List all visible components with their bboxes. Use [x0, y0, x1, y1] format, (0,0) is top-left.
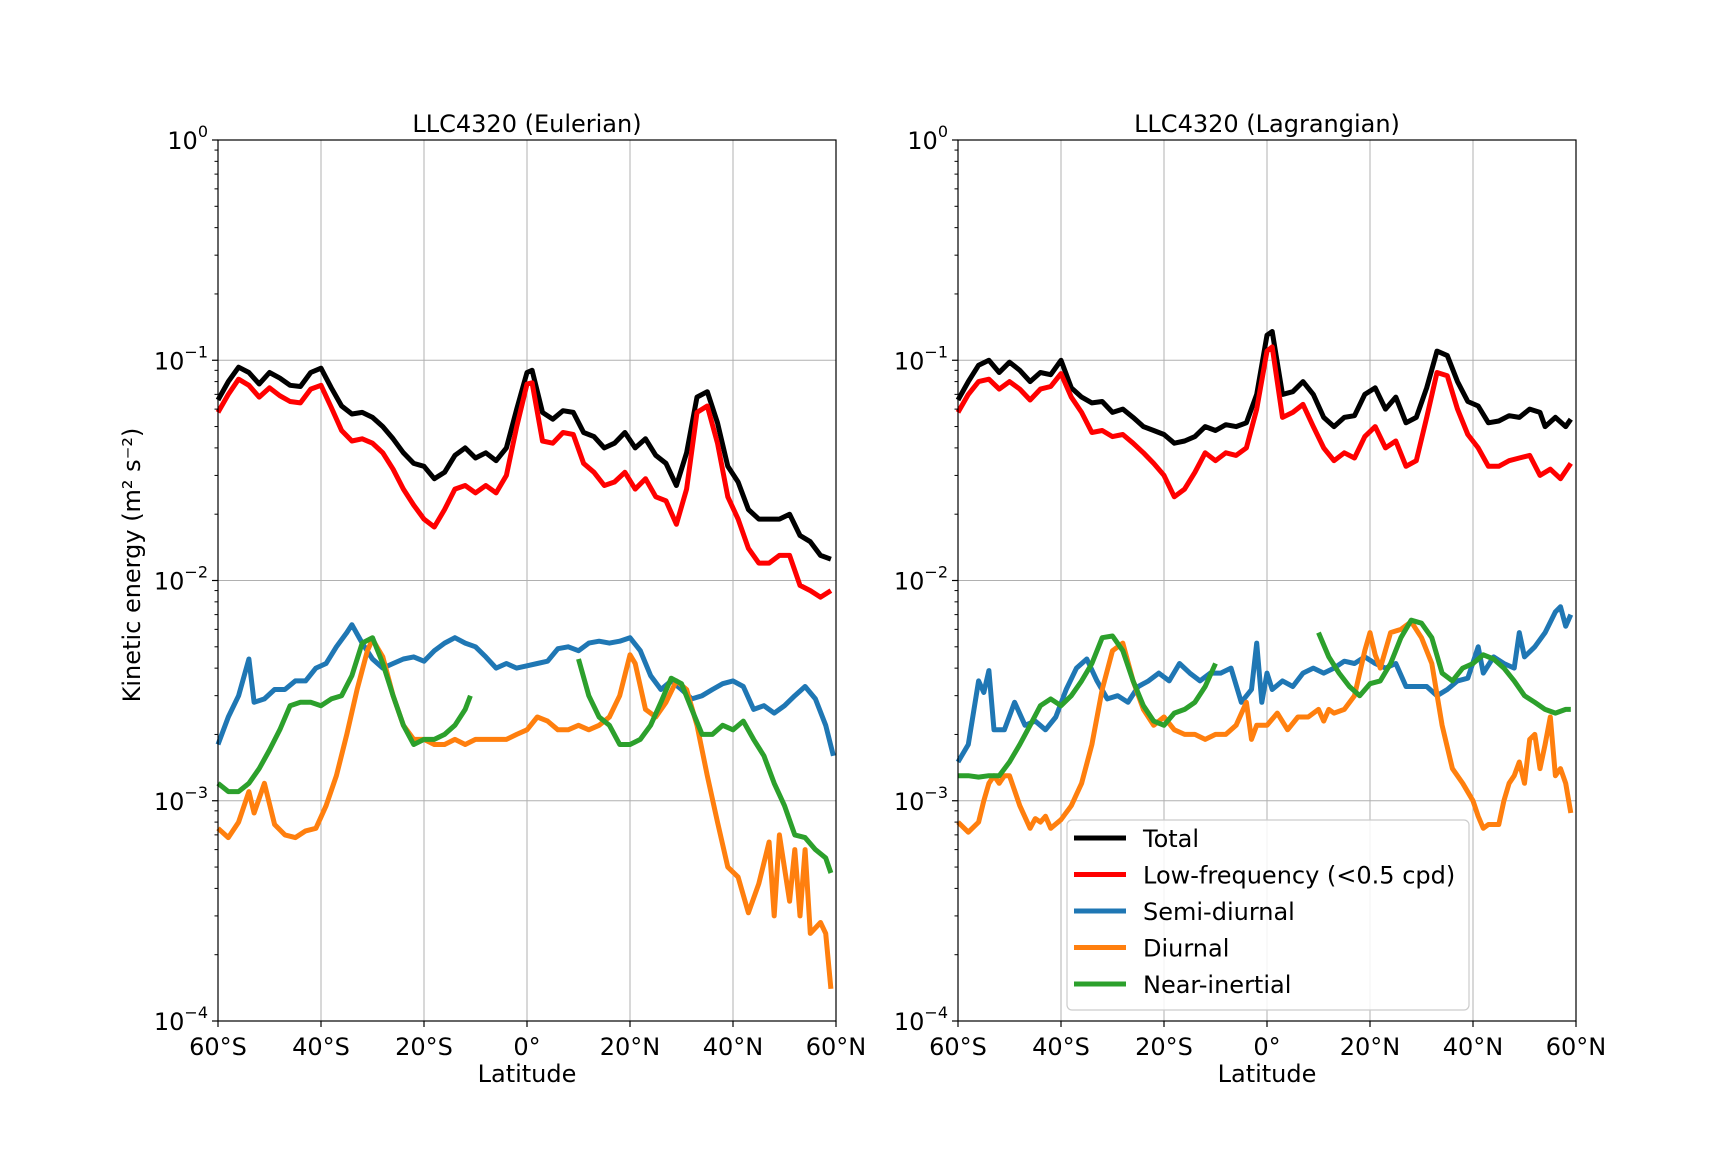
series-line-low-frequency-0-5-cpd: [955, 344, 1573, 500]
y-tick-base: 10: [907, 127, 938, 155]
x-tick-label: 0°: [513, 1033, 540, 1061]
y-tick-base: 10: [154, 1008, 185, 1036]
legend-item-total: Total: [1074, 825, 1199, 853]
y-tick-exponent: 0: [198, 122, 208, 141]
x-tick-label: 0°: [1253, 1033, 1280, 1061]
series-line-total: [955, 329, 1573, 446]
y-tick-base: 10: [894, 568, 925, 596]
legend-item-diurnal: Diurnal: [1074, 935, 1229, 963]
legend-item-near-inertial: Near-inertial: [1074, 971, 1291, 999]
series-group: [955, 329, 1574, 835]
legend-label: Low-frequency (<0.5 cpd): [1143, 862, 1455, 890]
legend-label: Semi-diurnal: [1143, 898, 1295, 926]
y-tick-exponent: −2: [184, 563, 208, 582]
series-line-semi-diurnal: [215, 622, 836, 757]
panel-title: LLC4320 (Eulerian): [412, 110, 641, 138]
y-tick-label: 10−3: [894, 783, 948, 816]
x-tick-label: 60°N: [1546, 1033, 1607, 1061]
legend-item-low-frequency-0-5-cpd: Low-frequency (<0.5 cpd): [1074, 862, 1455, 890]
y-tick-exponent: −3: [184, 783, 208, 802]
y-tick-base: 10: [894, 788, 925, 816]
y-tick-label: 10−2: [894, 563, 948, 596]
y-tick-label: 100: [167, 122, 208, 155]
series-line-near-inertial: [1316, 617, 1571, 716]
legend-box: [1066, 819, 1470, 1011]
y-tick-base: 10: [154, 347, 185, 375]
y-tick-exponent: −4: [184, 1003, 208, 1022]
y-tick-exponent: −1: [184, 342, 208, 361]
y-tick-exponent: 0: [938, 122, 948, 141]
series-line-near-inertial: [958, 633, 1218, 780]
panel-lagrangian: 60°S 40°S 20°S 0° 20°N 40°N 60°N10−410−310−210…: [894, 110, 1606, 1088]
series-line-near-inertial: [576, 658, 834, 874]
y-tick-exponent: −3: [924, 783, 948, 802]
y-tick-label: 10−4: [154, 1003, 208, 1036]
y-tick-exponent: −2: [924, 563, 948, 582]
x-tick-label: 60°N: [806, 1033, 867, 1061]
y-tick-label: 10−3: [154, 783, 208, 816]
x-tick-label: 20°N: [1340, 1033, 1401, 1061]
series-line-diurnal: [956, 619, 1574, 835]
x-tick-label: 20°S: [395, 1033, 453, 1061]
series-group: [215, 364, 836, 990]
y-tick-base: 10: [154, 568, 185, 596]
y-tick-label: 100: [907, 122, 948, 155]
panel-eulerian: 60°S 40°S 20°S 0° 20°N 40°N 60°N10−410−310−210…: [154, 110, 866, 1088]
legend-label: Near-inertial: [1143, 971, 1291, 999]
x-tick-label: 40°S: [1032, 1033, 1090, 1061]
legend-label: Diurnal: [1143, 935, 1229, 963]
y-tick-base: 10: [154, 788, 185, 816]
x-tick-label: 40°S: [292, 1033, 350, 1061]
x-tick-label: 40°N: [703, 1033, 764, 1061]
x-tick-label: 20°S: [1135, 1033, 1193, 1061]
x-axis-label: Latitude: [478, 1060, 577, 1088]
y-tick-exponent: −4: [924, 1003, 948, 1022]
series-line-low-frequency-0-5-cpd: [215, 376, 833, 600]
y-tick-label: 10−4: [894, 1003, 948, 1036]
x-axis-label: Latitude: [1218, 1060, 1317, 1088]
legend-item-semi-diurnal: Semi-diurnal: [1074, 898, 1295, 926]
y-tick-label: 10−2: [154, 563, 208, 596]
series-line-diurnal: [216, 636, 834, 990]
y-tick-base: 10: [167, 127, 198, 155]
y-tick-base: 10: [894, 347, 925, 375]
series-line-near-inertial: [216, 635, 473, 795]
series-line-total: [215, 364, 832, 562]
series-line-semi-diurnal: [955, 604, 1574, 764]
x-tick-label: 60°S: [189, 1033, 247, 1061]
panel-title: LLC4320 (Lagrangian): [1134, 110, 1400, 138]
legend: Total Low-frequency (<0.5 cpd) Semi-diurna…: [1066, 819, 1470, 1011]
y-axis-label: Kinetic energy (m² s⁻²): [118, 428, 146, 703]
y-tick-exponent: −1: [924, 342, 948, 361]
x-tick-label: 40°N: [1443, 1033, 1504, 1061]
legend-label: Total: [1142, 825, 1199, 853]
y-tick-label: 10−1: [154, 342, 208, 375]
x-tick-label: 20°N: [600, 1033, 661, 1061]
y-tick-label: 10−1: [894, 342, 948, 375]
y-tick-base: 10: [894, 1008, 925, 1036]
x-tick-label: 60°S: [929, 1033, 987, 1061]
